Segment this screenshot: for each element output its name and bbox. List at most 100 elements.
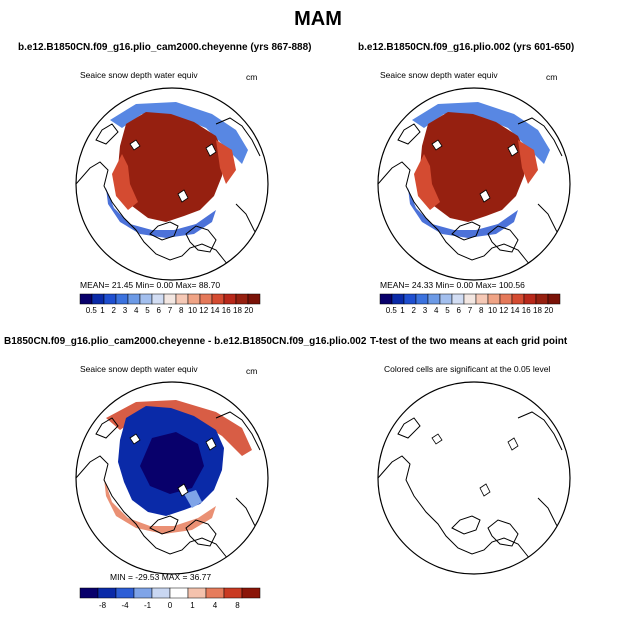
colorbar-tick-label: 16 <box>521 306 531 315</box>
panel-2-colorbar-labels: 0.5 1 2 3 4 5 6 7 8 10 12 14 16 18 20 <box>380 306 560 318</box>
colorbar-tick-label: 3 <box>422 306 428 315</box>
island-outline <box>129 433 141 445</box>
ice-edge-low-region <box>106 188 216 238</box>
colorbar-tick-label: 0.5 <box>85 306 97 315</box>
colorbar-swatch <box>175 293 189 305</box>
colorbar-swatch <box>535 293 549 305</box>
coastline <box>537 497 565 539</box>
colorbar-swatch <box>133 587 153 599</box>
map-boundary <box>377 87 571 281</box>
colorbar-swatch <box>151 293 165 305</box>
colorbar-swatch <box>499 293 513 305</box>
island-outline <box>129 139 141 151</box>
colorbar-swatch <box>463 293 477 305</box>
colorbar-swatch <box>79 293 93 305</box>
colorbar-tick-label: 16 <box>221 306 231 315</box>
colorbar-tick-label: 3 <box>122 306 128 315</box>
colorbar-tick-label: 7 <box>167 306 173 315</box>
colorbar-swatch <box>223 587 243 599</box>
colorbar-swatch <box>163 293 177 305</box>
coastline <box>397 123 421 145</box>
panel-2-colorbar <box>379 293 561 305</box>
colorbar-swatch <box>523 293 537 305</box>
colorbar-tick-label: 18 <box>233 306 242 315</box>
coastline <box>451 515 481 535</box>
coastline <box>185 225 217 253</box>
colorbar-swatch <box>247 293 261 305</box>
colorbar-tick-label: 7 <box>467 306 473 315</box>
panel-2-title: b.e12.B1850CN.f09_g16.plio.002 (yrs 601-… <box>358 42 575 53</box>
panel-4-subtitle: Colored cells are significant at the 0.0… <box>384 364 551 374</box>
coastline <box>185 519 217 547</box>
panel-3-stats: MIN = -29.53 MAX = 36.77 <box>110 572 212 582</box>
panel-2-map <box>377 87 571 281</box>
colorbar-swatch <box>403 293 417 305</box>
colorbar-tick-label: 1 <box>190 601 195 610</box>
coastline <box>235 497 263 539</box>
colorbar-tick-label: 12 <box>499 306 509 315</box>
colorbar-swatch <box>205 587 225 599</box>
panel-2-units: cm <box>546 72 558 82</box>
panel-1-colorbar-labels: 0.5 1 2 3 4 5 6 7 8 10 12 14 16 18 20 <box>80 306 260 318</box>
colorbar-tick-label: 0 <box>167 601 173 610</box>
sea-ice-mid-region <box>216 140 236 184</box>
island-outline <box>507 143 519 157</box>
coastline <box>451 221 481 241</box>
coastline <box>215 411 261 451</box>
strong-negative-diff-region <box>140 432 204 494</box>
panel-1-map <box>75 87 269 281</box>
colorbar-tick-label: 2 <box>111 306 116 315</box>
colorbar-swatch <box>487 293 501 305</box>
colorbar-tick-label: 6 <box>456 306 461 315</box>
colorbar-tick-label: -8 <box>98 601 107 610</box>
colorbar-tick-label: 8 <box>235 601 240 610</box>
colorbar-swatch <box>415 293 429 305</box>
island-outline <box>431 139 443 151</box>
weak-negative-diff-region <box>184 490 202 508</box>
colorbar-tick-label: 18 <box>533 306 542 315</box>
colorbar-tick-label: 1 <box>400 306 405 315</box>
panel-1-units: cm <box>246 72 258 82</box>
colorbar-swatch <box>241 587 261 599</box>
colorbar-tick-label: 1 <box>100 306 105 315</box>
coastline <box>517 117 563 157</box>
colorbar-swatch <box>223 293 237 305</box>
map-boundary <box>377 381 571 575</box>
colorbar-tick-label: 14 <box>510 306 520 315</box>
colorbar-tick-label: 6 <box>156 306 161 315</box>
coastline <box>95 123 119 145</box>
coastline <box>76 161 233 271</box>
colorbar-swatch <box>475 293 489 305</box>
colorbar-tick-label: 20 <box>244 306 254 315</box>
colorbar-tick-label: 0.5 <box>385 306 397 315</box>
colorbar-swatch <box>211 293 225 305</box>
colorbar-tick-label: 8 <box>179 306 184 315</box>
panel-1-title: b.e12.B1850CN.f09_g16.plio_cam2000.cheye… <box>18 42 312 53</box>
colorbar-tick-label: -1 <box>143 601 152 610</box>
coastline <box>537 203 565 245</box>
colorbar-swatch <box>451 293 465 305</box>
colorbar-tick-label: 12 <box>199 306 209 315</box>
colorbar-swatch <box>379 293 393 305</box>
coastline <box>517 411 563 451</box>
colorbar-swatch <box>151 587 171 599</box>
coastline <box>378 161 535 271</box>
panel-4-title: T-test of the two means at each grid poi… <box>370 336 568 347</box>
colorbar-swatch <box>127 293 141 305</box>
colorbar-tick-label: 8 <box>479 306 484 315</box>
colorbar-swatch <box>199 293 213 305</box>
colorbar-swatch <box>79 587 99 599</box>
colorbar-swatch <box>139 293 153 305</box>
panel-4-map <box>377 381 571 575</box>
panel-1-variable: Seaice snow depth water equiv <box>80 70 198 80</box>
panel-3-title: B1850CN.f09_g16.plio_cam2000.cheyenne - … <box>4 336 367 347</box>
island-outline <box>205 143 217 157</box>
colorbar-swatch <box>547 293 561 305</box>
colorbar-swatch <box>511 293 525 305</box>
sea-ice-high-region <box>118 112 224 222</box>
colorbar-tick-label: -4 <box>121 601 129 610</box>
coastline <box>215 117 261 157</box>
coastline <box>149 515 179 535</box>
coastline <box>235 203 263 245</box>
colorbar-swatch <box>427 293 441 305</box>
